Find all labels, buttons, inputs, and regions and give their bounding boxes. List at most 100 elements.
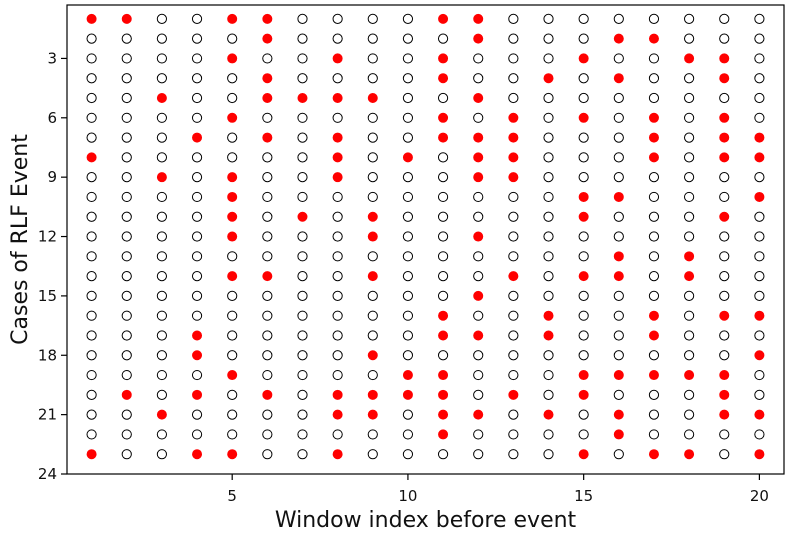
marker-open: [578, 132, 589, 143]
marker-open: [754, 13, 765, 24]
marker-filled: [578, 370, 589, 381]
marker-open: [86, 112, 97, 123]
marker-filled: [438, 112, 449, 123]
marker-open: [191, 13, 203, 24]
marker-open: [613, 152, 624, 163]
marker-open: [156, 389, 167, 400]
marker-filled: [438, 330, 449, 341]
marker-open: [191, 73, 203, 84]
marker-filled: [508, 152, 519, 163]
marker-open: [508, 92, 519, 104]
marker-open: [367, 191, 378, 203]
marker-open: [121, 172, 132, 183]
marker-open: [86, 409, 97, 420]
marker-filled: [578, 211, 589, 222]
marker-open: [156, 369, 167, 381]
marker-open: [754, 92, 765, 104]
marker-filled: [719, 370, 730, 381]
marker-filled: [192, 132, 203, 143]
marker-open: [297, 191, 308, 203]
y-tick-label: 3: [47, 49, 57, 67]
x-tick-label: 20: [750, 487, 769, 505]
marker-open: [437, 33, 449, 44]
marker-filled: [473, 330, 484, 341]
y-tick-label: 12: [38, 228, 57, 246]
marker-open: [121, 92, 132, 104]
marker-filled: [227, 13, 238, 24]
marker-open: [86, 33, 97, 44]
marker-open: [367, 112, 378, 123]
marker-open: [86, 73, 97, 84]
marker-open: [332, 310, 343, 321]
marker-open: [473, 271, 484, 282]
marker-filled: [297, 211, 308, 222]
marker-filled: [684, 370, 695, 381]
marker-filled: [754, 409, 765, 420]
marker-open: [754, 172, 765, 183]
marker-filled: [86, 13, 97, 24]
marker-filled: [438, 13, 449, 24]
marker-open: [508, 369, 519, 381]
marker-open: [297, 132, 308, 143]
marker-open: [578, 152, 589, 163]
marker-open: [367, 73, 378, 84]
marker-open: [332, 211, 343, 222]
marker-filled: [473, 93, 484, 104]
marker-open: [121, 191, 132, 203]
marker-open: [297, 112, 308, 123]
marker-filled: [613, 429, 624, 440]
marker-open: [332, 429, 343, 440]
marker-open: [508, 449, 519, 460]
marker-open: [297, 33, 308, 44]
marker-open: [367, 290, 378, 301]
marker-open: [684, 112, 695, 123]
marker-open: [754, 290, 765, 301]
marker-open: [191, 53, 203, 64]
marker-open: [121, 290, 132, 301]
marker-open: [156, 112, 167, 123]
marker-open: [227, 33, 238, 44]
marker-open: [684, 191, 695, 203]
marker-open: [86, 92, 97, 104]
marker-filled: [473, 33, 484, 44]
marker-filled: [719, 389, 730, 400]
marker-open: [719, 251, 730, 262]
marker-open: [121, 53, 132, 64]
marker-open: [367, 310, 378, 321]
marker-open: [719, 330, 730, 341]
marker-open: [543, 13, 554, 24]
marker-filled: [86, 152, 97, 163]
marker-open: [191, 429, 203, 440]
y-tick-label: 9: [47, 168, 57, 186]
marker-open: [191, 369, 203, 381]
marker-open: [473, 389, 484, 400]
marker-open: [227, 290, 238, 301]
marker-filled: [262, 132, 273, 143]
marker-open: [754, 369, 765, 381]
marker-filled: [332, 152, 343, 163]
marker-open: [297, 13, 308, 24]
marker-open: [262, 350, 273, 361]
marker-open: [402, 191, 414, 203]
marker-open: [754, 211, 765, 222]
marker-open: [227, 409, 238, 420]
marker-open: [227, 350, 238, 361]
marker-filled: [156, 93, 167, 104]
marker-open: [613, 290, 624, 301]
marker-filled: [402, 370, 413, 381]
marker-filled: [438, 132, 449, 143]
marker-open: [332, 231, 343, 242]
marker-filled: [367, 350, 378, 361]
marker-filled: [543, 409, 554, 420]
marker-filled: [473, 172, 484, 183]
marker-open: [332, 33, 343, 44]
marker-open: [262, 211, 273, 222]
marker-open: [684, 409, 695, 420]
marker-filled: [543, 73, 554, 84]
marker-open: [156, 152, 167, 163]
marker-open: [156, 251, 167, 262]
marker-open: [191, 231, 203, 242]
marker-open: [86, 290, 97, 301]
marker-open: [402, 73, 414, 84]
y-axis: 3 6 9 12 15 18 21 24: [38, 49, 67, 483]
